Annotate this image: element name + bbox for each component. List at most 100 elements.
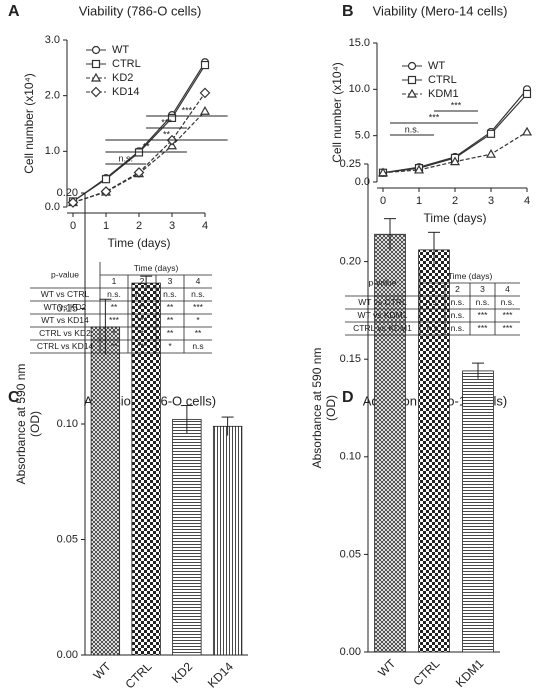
x-tick-label: 4 (524, 195, 530, 207)
table-cell: n.s. (476, 297, 490, 307)
table-column: 2 (455, 284, 460, 294)
series-line (72, 110, 206, 204)
y-axis-label: (OD) (324, 395, 338, 421)
panel-label: A (8, 3, 20, 20)
panel-label: C (8, 389, 20, 406)
legend-label: KD2 (112, 72, 133, 84)
x-tick-label: 4 (202, 220, 208, 232)
y-axis-label: Absorbance at 590 nm (14, 364, 28, 485)
table-cell: n.s (427, 323, 438, 333)
significance-label: n.s. (405, 124, 420, 134)
bar (90, 326, 121, 656)
legend-label: KD14 (112, 86, 140, 98)
table-group-header: Time (days) (448, 271, 493, 281)
marker (200, 60, 210, 70)
x-tick-label: CTRL (122, 659, 154, 691)
y-tick-label: 0.20 (57, 187, 78, 199)
marker (133, 167, 145, 178)
y-tick-label: 0.15 (57, 302, 78, 314)
bar (462, 370, 494, 653)
marker (486, 129, 496, 138)
table-row-label: WT vs CTRL (41, 289, 90, 299)
table-cell: * (112, 328, 116, 338)
y-tick-label: 0.25 (340, 158, 361, 170)
bar (418, 249, 450, 653)
y-tick-label: 0.05 (340, 548, 361, 560)
table-cell: ** (167, 302, 174, 312)
y-tick-label: 0.10 (340, 451, 361, 463)
table-row-label: CTRL vs KD2 (39, 328, 91, 338)
y-tick-label: 0.20 (340, 256, 361, 268)
table-cell: *** (137, 328, 148, 338)
marker (522, 89, 532, 99)
x-tick-label: 1 (103, 220, 109, 232)
y-tick-label: 3.0 (45, 34, 60, 46)
chart-title: Viability (Mero-14 cells) (373, 3, 508, 18)
table-cell: * (196, 315, 200, 325)
table-cell: n.s. (163, 289, 177, 299)
x-tick-label: CTRL (410, 656, 442, 688)
table-column: 1 (112, 276, 117, 286)
y-tick-label: 2.0 (45, 90, 60, 102)
table-cell: * (431, 310, 435, 320)
marker (91, 59, 101, 69)
table-cell: n.s. (191, 289, 205, 299)
marker (407, 61, 417, 71)
x-tick-label: WT (91, 659, 115, 683)
table-cell: *** (503, 323, 514, 333)
table-cell: *** (478, 323, 489, 333)
marker (67, 197, 79, 208)
x-tick-label: KD14 (205, 659, 236, 690)
x-tick-label: KDM1 (453, 656, 487, 690)
table-cell: n.s. (451, 297, 465, 307)
table-cell: *** (137, 341, 148, 351)
x-tick-label: 0 (380, 195, 386, 207)
panel-label: D (342, 389, 354, 406)
table-row-label: CTRL vs KD14 (37, 341, 94, 351)
legend-label: WT (112, 44, 129, 56)
table-column: 3 (480, 284, 485, 294)
table-cell: *** (478, 310, 489, 320)
table-cell: ** (167, 328, 174, 338)
y-tick-label: 0.15 (340, 353, 361, 365)
table-group-header: Time (days) (134, 263, 179, 273)
bar (172, 418, 202, 656)
table-cell: ** (195, 328, 202, 338)
significance-label: *** (451, 100, 462, 110)
table-cell: * (168, 341, 172, 351)
y-tick-label: 0.10 (57, 418, 78, 430)
marker (199, 106, 211, 115)
marker (406, 88, 418, 98)
x-tick-label: KD2 (169, 659, 196, 686)
chart-title: Viability (786-O cells) (79, 3, 202, 18)
series-line (382, 131, 528, 174)
marker (100, 186, 112, 197)
table-column: 1 (430, 284, 435, 294)
y-tick-label: 10.0 (349, 83, 370, 95)
x-tick-label: 3 (169, 220, 175, 232)
x-tick-label: 2 (452, 195, 458, 207)
table-cell: n.s. (501, 297, 515, 307)
table-cell: ** (167, 315, 174, 325)
y-tick-label: 1.0 (45, 145, 60, 157)
legend-label: KDM1 (428, 88, 459, 100)
significance-label: ** (163, 129, 171, 139)
y-tick-label: 0.0 (45, 201, 60, 213)
y-axis-label: Cell number (x10⁴) (330, 62, 344, 163)
y-axis-label: Absorbance at 590 nm (310, 348, 324, 469)
legend-label: CTRL (428, 74, 457, 86)
x-axis-label: Time (days) (424, 211, 487, 225)
bar (212, 425, 243, 656)
significance-label: *** (429, 112, 440, 122)
table-cell: *** (109, 315, 120, 325)
x-tick-label: 3 (488, 195, 494, 207)
marker (413, 164, 425, 174)
table-header: p-value (51, 269, 79, 279)
table-cell: n.s. (451, 310, 465, 320)
marker (101, 175, 111, 184)
table-row-label: WT vs KD2 (44, 302, 87, 312)
marker (485, 148, 497, 158)
marker (449, 156, 461, 166)
table-cell: *** (193, 302, 204, 312)
x-tick-label: WT (375, 656, 399, 680)
